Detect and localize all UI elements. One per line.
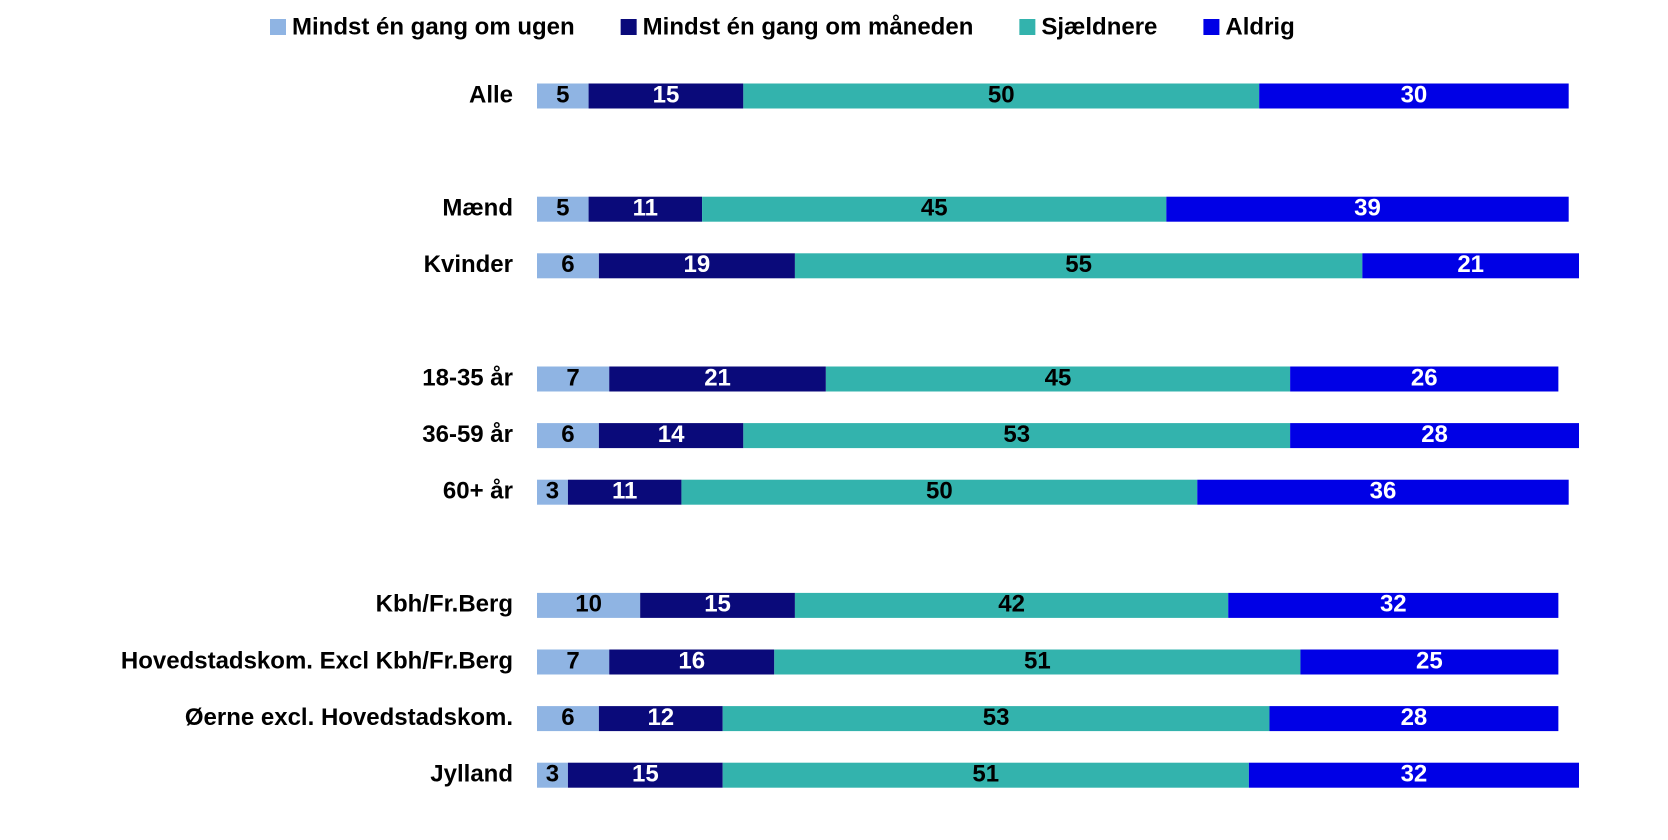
bar-segment bbox=[1166, 196, 1569, 222]
category-label: Mænd bbox=[442, 195, 513, 222]
bar-segment bbox=[825, 366, 1291, 392]
data-label: 3 bbox=[546, 761, 559, 788]
bar-segment bbox=[1290, 423, 1579, 449]
data-label: 11 bbox=[612, 478, 637, 505]
bar-segment bbox=[567, 762, 723, 788]
data-label: 7 bbox=[566, 364, 579, 391]
data-label: 30 bbox=[1401, 81, 1428, 108]
bar-segment bbox=[609, 366, 826, 392]
bar-segment bbox=[537, 649, 610, 675]
category-label: 18-35 år bbox=[422, 364, 513, 391]
bar-segment bbox=[598, 706, 723, 732]
category-label: Øerne excl. Hovedstadskom. bbox=[185, 704, 513, 731]
bar-segment bbox=[1290, 366, 1559, 392]
legend-label: Mindst én gang om ugen bbox=[292, 13, 575, 40]
bar-segment bbox=[537, 83, 589, 109]
data-label: 21 bbox=[1457, 251, 1484, 278]
category-label: Alle bbox=[469, 81, 513, 108]
bar-segment bbox=[774, 649, 1301, 675]
category-label: Kvinder bbox=[424, 251, 513, 278]
data-label: 7 bbox=[566, 647, 579, 674]
bar-segment bbox=[1248, 762, 1579, 788]
bar-segment bbox=[1197, 479, 1569, 505]
data-label: 45 bbox=[1045, 364, 1072, 391]
bar-segment bbox=[567, 479, 682, 505]
data-label: 15 bbox=[632, 761, 659, 788]
bar-segment bbox=[681, 479, 1198, 505]
data-label: 25 bbox=[1416, 647, 1443, 674]
data-label: 32 bbox=[1380, 591, 1407, 618]
bar-segment bbox=[702, 196, 1167, 222]
data-label: 51 bbox=[972, 761, 999, 788]
bar-segment bbox=[537, 196, 589, 222]
bar-segment bbox=[1269, 706, 1559, 732]
bar-segment bbox=[537, 423, 599, 449]
data-label: 12 bbox=[647, 704, 674, 731]
data-label: 21 bbox=[704, 364, 731, 391]
data-label: 51 bbox=[1024, 647, 1051, 674]
legend-label: Aldrig bbox=[1225, 13, 1294, 40]
category-label: Hovedstadskom. Excl Kbh/Fr.Berg bbox=[121, 647, 513, 674]
data-label: 5 bbox=[556, 81, 569, 108]
data-label: 19 bbox=[684, 251, 711, 278]
bar-segment bbox=[537, 706, 599, 732]
data-label: 32 bbox=[1401, 761, 1428, 788]
data-label: 28 bbox=[1401, 704, 1428, 731]
bar-segment bbox=[1228, 592, 1559, 618]
data-label: 45 bbox=[921, 195, 948, 222]
bar-segment bbox=[537, 253, 599, 279]
bar-segment bbox=[794, 253, 1363, 279]
bar-segment bbox=[537, 479, 568, 505]
data-label: 6 bbox=[561, 251, 574, 278]
bar-segment bbox=[537, 762, 568, 788]
legend-label: Mindst én gang om måneden bbox=[643, 13, 974, 40]
bar-segment bbox=[609, 649, 775, 675]
legend-swatch bbox=[1019, 19, 1036, 35]
category-label: 36-59 år bbox=[422, 421, 513, 448]
bar-segment bbox=[588, 83, 744, 109]
data-label: 15 bbox=[653, 81, 680, 108]
data-label: 53 bbox=[983, 704, 1010, 731]
legend-label: Sjældnere bbox=[1041, 13, 1157, 40]
data-label: 5 bbox=[556, 195, 569, 222]
bar-segment bbox=[743, 83, 1260, 109]
data-label: 55 bbox=[1065, 251, 1092, 278]
bar-segment bbox=[598, 423, 744, 449]
data-label: 50 bbox=[926, 478, 953, 505]
data-label: 16 bbox=[678, 647, 705, 674]
data-label: 39 bbox=[1354, 195, 1381, 222]
bar-segment bbox=[722, 706, 1270, 732]
bar-segment bbox=[537, 366, 610, 392]
data-label: 14 bbox=[658, 421, 685, 448]
legend-swatch bbox=[620, 19, 637, 35]
bar-segment bbox=[743, 423, 1291, 449]
bar-segment bbox=[1259, 83, 1569, 109]
data-label: 36 bbox=[1370, 478, 1397, 505]
category-label: 60+ år bbox=[443, 478, 513, 505]
category-label: Jylland bbox=[430, 761, 513, 788]
data-label: 28 bbox=[1421, 421, 1448, 448]
data-label: 50 bbox=[988, 81, 1015, 108]
data-label: 53 bbox=[1003, 421, 1030, 448]
category-label: Kbh/Fr.Berg bbox=[376, 591, 513, 618]
data-label: 3 bbox=[546, 478, 559, 505]
data-label: 10 bbox=[575, 591, 602, 618]
legend-swatch bbox=[1203, 19, 1220, 35]
bar-segment bbox=[598, 253, 795, 279]
data-label: 26 bbox=[1411, 364, 1438, 391]
bar-segment bbox=[722, 762, 1249, 788]
bar-segment bbox=[537, 592, 641, 618]
bar-segment bbox=[588, 196, 703, 222]
data-label: 6 bbox=[561, 421, 574, 448]
data-label: 42 bbox=[998, 591, 1025, 618]
bar-segment bbox=[1300, 649, 1559, 675]
data-label: 15 bbox=[704, 591, 731, 618]
bar-segment bbox=[794, 592, 1229, 618]
legend-swatch bbox=[270, 19, 286, 35]
bar-segment bbox=[640, 592, 795, 618]
data-label: 6 bbox=[561, 704, 574, 731]
bar-segment bbox=[1362, 253, 1579, 279]
data-label: 11 bbox=[633, 195, 658, 222]
